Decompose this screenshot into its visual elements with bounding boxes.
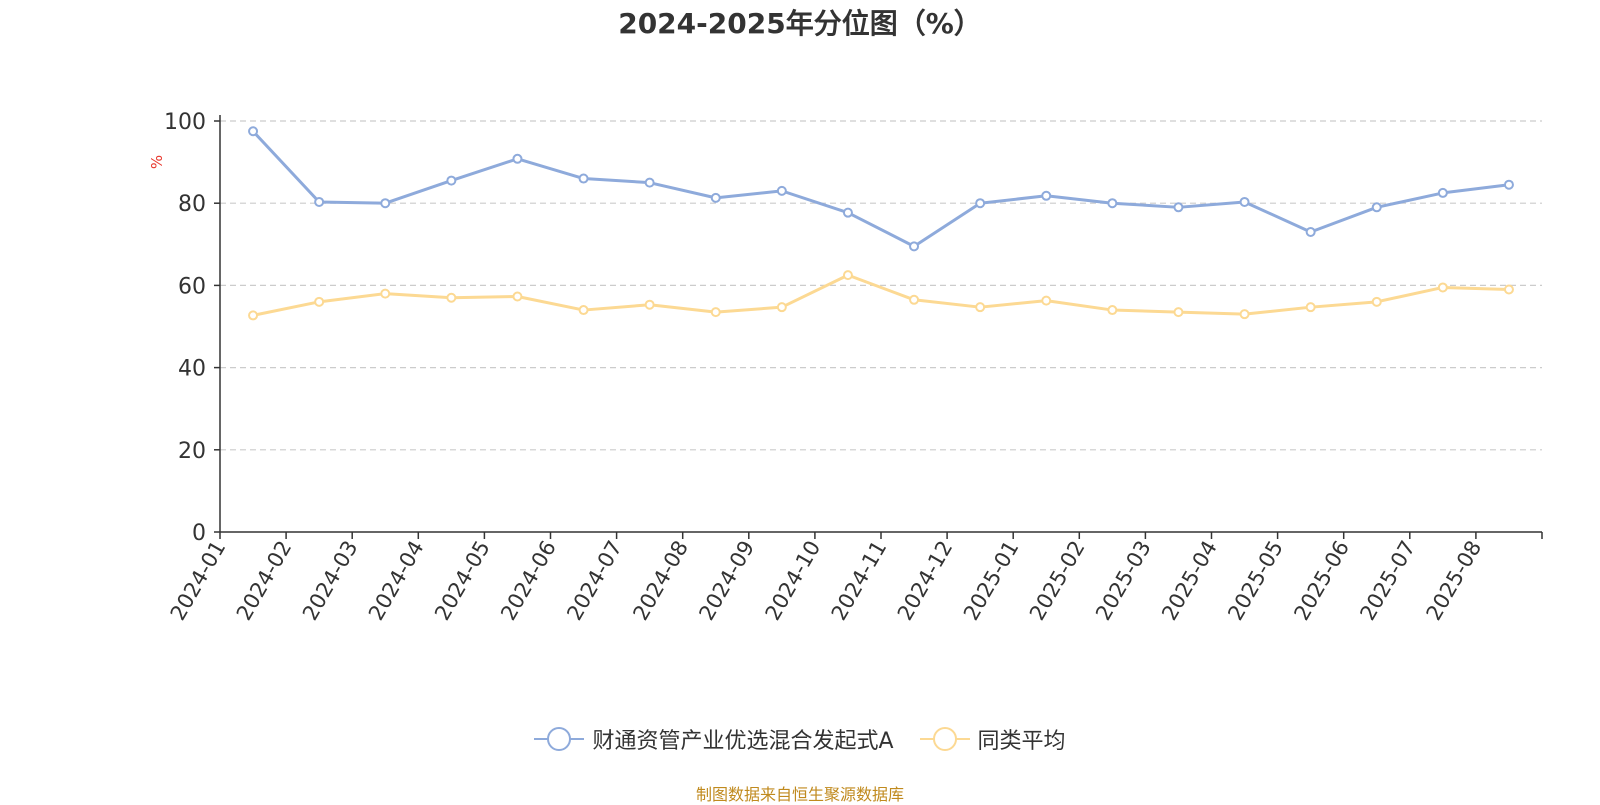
data-point-series-1 (710, 192, 721, 203)
x-tick-label: 2024-09 (694, 537, 759, 625)
legend-label-series-1: 财通资管产业优选混合发起式A (592, 729, 894, 754)
data-point-series-2 (776, 302, 787, 313)
x-tick-label: 2024-07 (562, 537, 627, 625)
data-point-series-2 (446, 292, 457, 303)
data-point-series-2 (1173, 307, 1184, 318)
data-point-series-1 (512, 153, 523, 164)
data-point-series-2 (644, 299, 655, 310)
x-tick-label: 2025-07 (1355, 537, 1420, 625)
data-point-series-2 (578, 305, 589, 316)
data-point-series-2 (380, 288, 391, 299)
x-tick-label: 2024-11 (827, 537, 892, 625)
x-tick-label: 2024-01 (166, 537, 231, 625)
data-point-series-2 (1107, 305, 1118, 316)
x-tick-label: 2025-03 (1091, 537, 1156, 625)
legend-label-series-2: 同类平均 (977, 729, 1066, 754)
legend-marker-series-1 (534, 727, 585, 751)
x-tick-label: 2024-12 (893, 537, 958, 625)
data-point-series-1 (1107, 198, 1118, 209)
data-point-series-2 (248, 310, 259, 321)
x-tick-label: 2024-06 (496, 537, 561, 625)
y-axis-label: % (148, 155, 166, 169)
data-point-series-1 (1239, 196, 1250, 207)
source-note: 制图数据来自恒生聚源数据库 (695, 785, 904, 804)
y-tick-label: 0 (192, 521, 206, 546)
data-point-series-1 (909, 241, 920, 252)
y-tick-label: 100 (164, 110, 206, 135)
legend-item-series-1[interactable]: 财通资管产业优选混合发起式A (534, 723, 894, 755)
x-tick-label: 2024-08 (628, 537, 693, 625)
x-tick-label: 2025-01 (959, 536, 1024, 624)
data-point-series-2 (1371, 296, 1382, 307)
legend: 财通资管产业优选混合发起式A 同类平均 (0, 723, 1600, 755)
data-point-series-2 (842, 270, 853, 281)
x-tick-label: 2025-05 (1223, 537, 1288, 625)
data-point-series-1 (776, 185, 787, 196)
data-point-series-2 (1041, 295, 1052, 306)
data-point-series-2 (1437, 282, 1448, 293)
data-point-series-2 (1239, 309, 1250, 320)
data-point-series-2 (909, 294, 920, 305)
data-point-series-1 (380, 198, 391, 209)
x-tick-label: 2025-06 (1289, 537, 1354, 625)
x-tick-label: 2025-02 (1025, 537, 1090, 625)
data-point-series-1 (248, 126, 259, 137)
data-point-series-1 (975, 198, 986, 209)
data-point-series-2 (1305, 302, 1316, 313)
data-point-series-1 (1305, 226, 1316, 237)
x-tick-label: 2024-02 (232, 537, 297, 625)
chart-title: 2024-2025年分位图（%） (618, 7, 982, 40)
x-tick-label: 2024-04 (364, 537, 429, 625)
y-tick-label: 80 (178, 192, 206, 217)
y-tick-label: 60 (178, 274, 206, 299)
data-point-series-1 (446, 175, 457, 186)
series-line-2 (252, 273, 1509, 317)
data-point-series-2 (975, 302, 986, 313)
x-tick-label: 2025-08 (1422, 537, 1487, 625)
legend-marker-series-2 (919, 727, 970, 751)
data-point-series-1 (842, 207, 853, 218)
series-line-1 (251, 130, 1510, 248)
data-point-series-1 (1437, 187, 1448, 198)
x-tick-label: 2024-03 (298, 537, 363, 625)
data-point-series-1 (1173, 202, 1184, 213)
data-point-series-1 (314, 196, 325, 207)
data-point-series-1 (1371, 202, 1382, 213)
data-point-series-2 (1503, 284, 1514, 295)
x-tick-label: 2024-05 (430, 537, 495, 625)
data-point-series-1 (1503, 179, 1514, 190)
y-tick-label: 40 (178, 357, 206, 382)
data-point-series-2 (512, 291, 523, 302)
data-point-series-1 (644, 177, 655, 188)
data-point-series-1 (578, 173, 589, 184)
data-point-series-1 (1041, 190, 1052, 201)
legend-item-series-2[interactable]: 同类平均 (919, 723, 1066, 755)
x-tick-label: 2024-10 (761, 537, 826, 625)
x-tick-label: 2025-04 (1157, 537, 1222, 625)
data-point-series-2 (314, 296, 325, 307)
data-point-series-2 (710, 307, 721, 318)
y-tick-label: 20 (178, 439, 206, 464)
